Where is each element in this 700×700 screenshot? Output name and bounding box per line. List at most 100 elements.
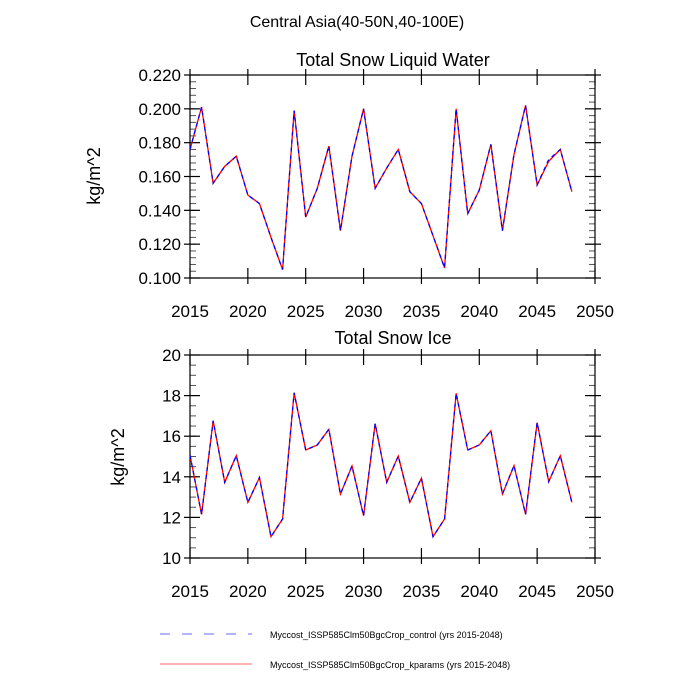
data-point-control [398,149,399,150]
y-tick-label: 0.220 [138,66,181,85]
x-tick-label: 2045 [518,582,556,601]
y-tick-label: 16 [162,427,181,446]
data-point-control [294,110,295,111]
data-point-control [409,502,410,503]
y-tick-label: 14 [162,468,181,487]
data-point-control [560,455,561,456]
y-tick-label: 0.180 [138,134,181,153]
data-point-control [502,230,503,231]
x-tick-label: 2020 [229,582,267,601]
x-tick-label: 2025 [287,302,325,321]
data-point-control [479,189,480,190]
data-point-control [363,515,364,516]
data-point-control [421,203,422,204]
x-tick-label: 2030 [345,582,383,601]
x-tick-label: 2035 [403,302,441,321]
series-line-kparams [189,105,573,270]
series-line-control [189,392,573,539]
legend-label-kparams: Myccost_ISSP585Clm50BgcCrop_kparams (yrs… [270,660,510,670]
data-point-control [305,449,306,450]
data-point-control [213,183,214,184]
data-point-control [375,423,376,424]
x-tick-label: 2015 [171,582,209,601]
data-point-control [432,536,433,537]
data-point-control [456,108,457,109]
y-tick-label: 10 [162,549,181,568]
series-line-kparams [189,392,573,539]
data-point-control [351,465,352,466]
x-tick-label: 2015 [171,302,209,321]
data-point-control [502,493,503,494]
data-point-control [490,430,491,431]
series-line-control [189,105,573,270]
data-point-control [386,482,387,483]
y-axis-label: kg/m^2 [84,147,104,204]
data-point-control [548,481,549,482]
data-point-control [247,502,248,503]
plot-frame [189,74,596,279]
panel-snow-ice: Total Snow Ice kg/m^2 10 12 14 16 18 20 2015 20… [108,328,614,601]
y-tick-label: 0.140 [138,201,181,220]
data-point-control [456,393,457,394]
x-tick-label: 2035 [403,582,441,601]
data-point-control [560,149,561,150]
data-point-control [444,518,445,519]
x-tick-label: 2050 [576,302,614,321]
data-point-control [571,191,572,192]
y-axis-label: kg/m^2 [108,428,128,485]
data-point-control [270,536,271,537]
data-point-control [270,237,271,238]
data-point-control [340,493,341,494]
y-tick-label: 20 [162,346,181,365]
y-tick-label: 0.200 [138,100,181,119]
data-point-control [305,217,306,218]
data-point-control [537,422,538,423]
data-point-control [236,156,237,157]
data-point-control [548,159,549,160]
x-tick-label: 2050 [576,582,614,601]
panel-title: Total Snow Liquid Water [296,50,489,70]
data-point-control [201,514,202,515]
data-point-control [340,230,341,231]
plot-frame [189,354,596,559]
data-point-control [247,195,248,196]
data-point-control [525,514,526,515]
y-tick-label: 18 [162,387,181,406]
data-point-control [282,269,283,270]
data-point-control [479,444,480,445]
data-point-control [317,188,318,189]
data-point-control [328,429,329,430]
data-point-control [189,149,190,150]
data-point-control [513,154,514,155]
data-point-control [432,235,433,236]
data-point-control [513,465,514,466]
legend: Myccost_ISSP585Clm50BgcCrop_control (yrs… [160,630,510,670]
x-tick-label: 2040 [460,302,498,321]
data-point-control [282,518,283,519]
data-point-control [490,144,491,145]
data-point-control [224,166,225,167]
x-tick-label: 2020 [229,302,267,321]
data-point-control [236,455,237,456]
data-point-control [317,444,318,445]
data-point-control [467,449,468,450]
data-point-control [294,392,295,393]
panel-snow-liquid-water: Total Snow Liquid Water kg/m^2 0.100 0.12… [84,50,614,321]
panel-title: Total Snow Ice [334,328,451,348]
data-point-control [398,455,399,456]
data-point-control [386,167,387,168]
data-point-control [421,478,422,479]
x-tick-label: 2045 [518,302,556,321]
y-tick-label: 0.160 [138,168,181,187]
data-point-control [525,105,526,106]
data-point-control [409,191,410,192]
y-tick-label: 0.100 [138,269,181,288]
data-point-control [201,107,202,108]
x-tick-label: 2030 [345,302,383,321]
data-point-control [259,203,260,204]
y-tick-label: 0.120 [138,235,181,254]
legend-label-control: Myccost_ISSP585Clm50BgcCrop_control (yrs… [270,630,503,640]
data-point-control [351,156,352,157]
data-point-control [213,420,214,421]
